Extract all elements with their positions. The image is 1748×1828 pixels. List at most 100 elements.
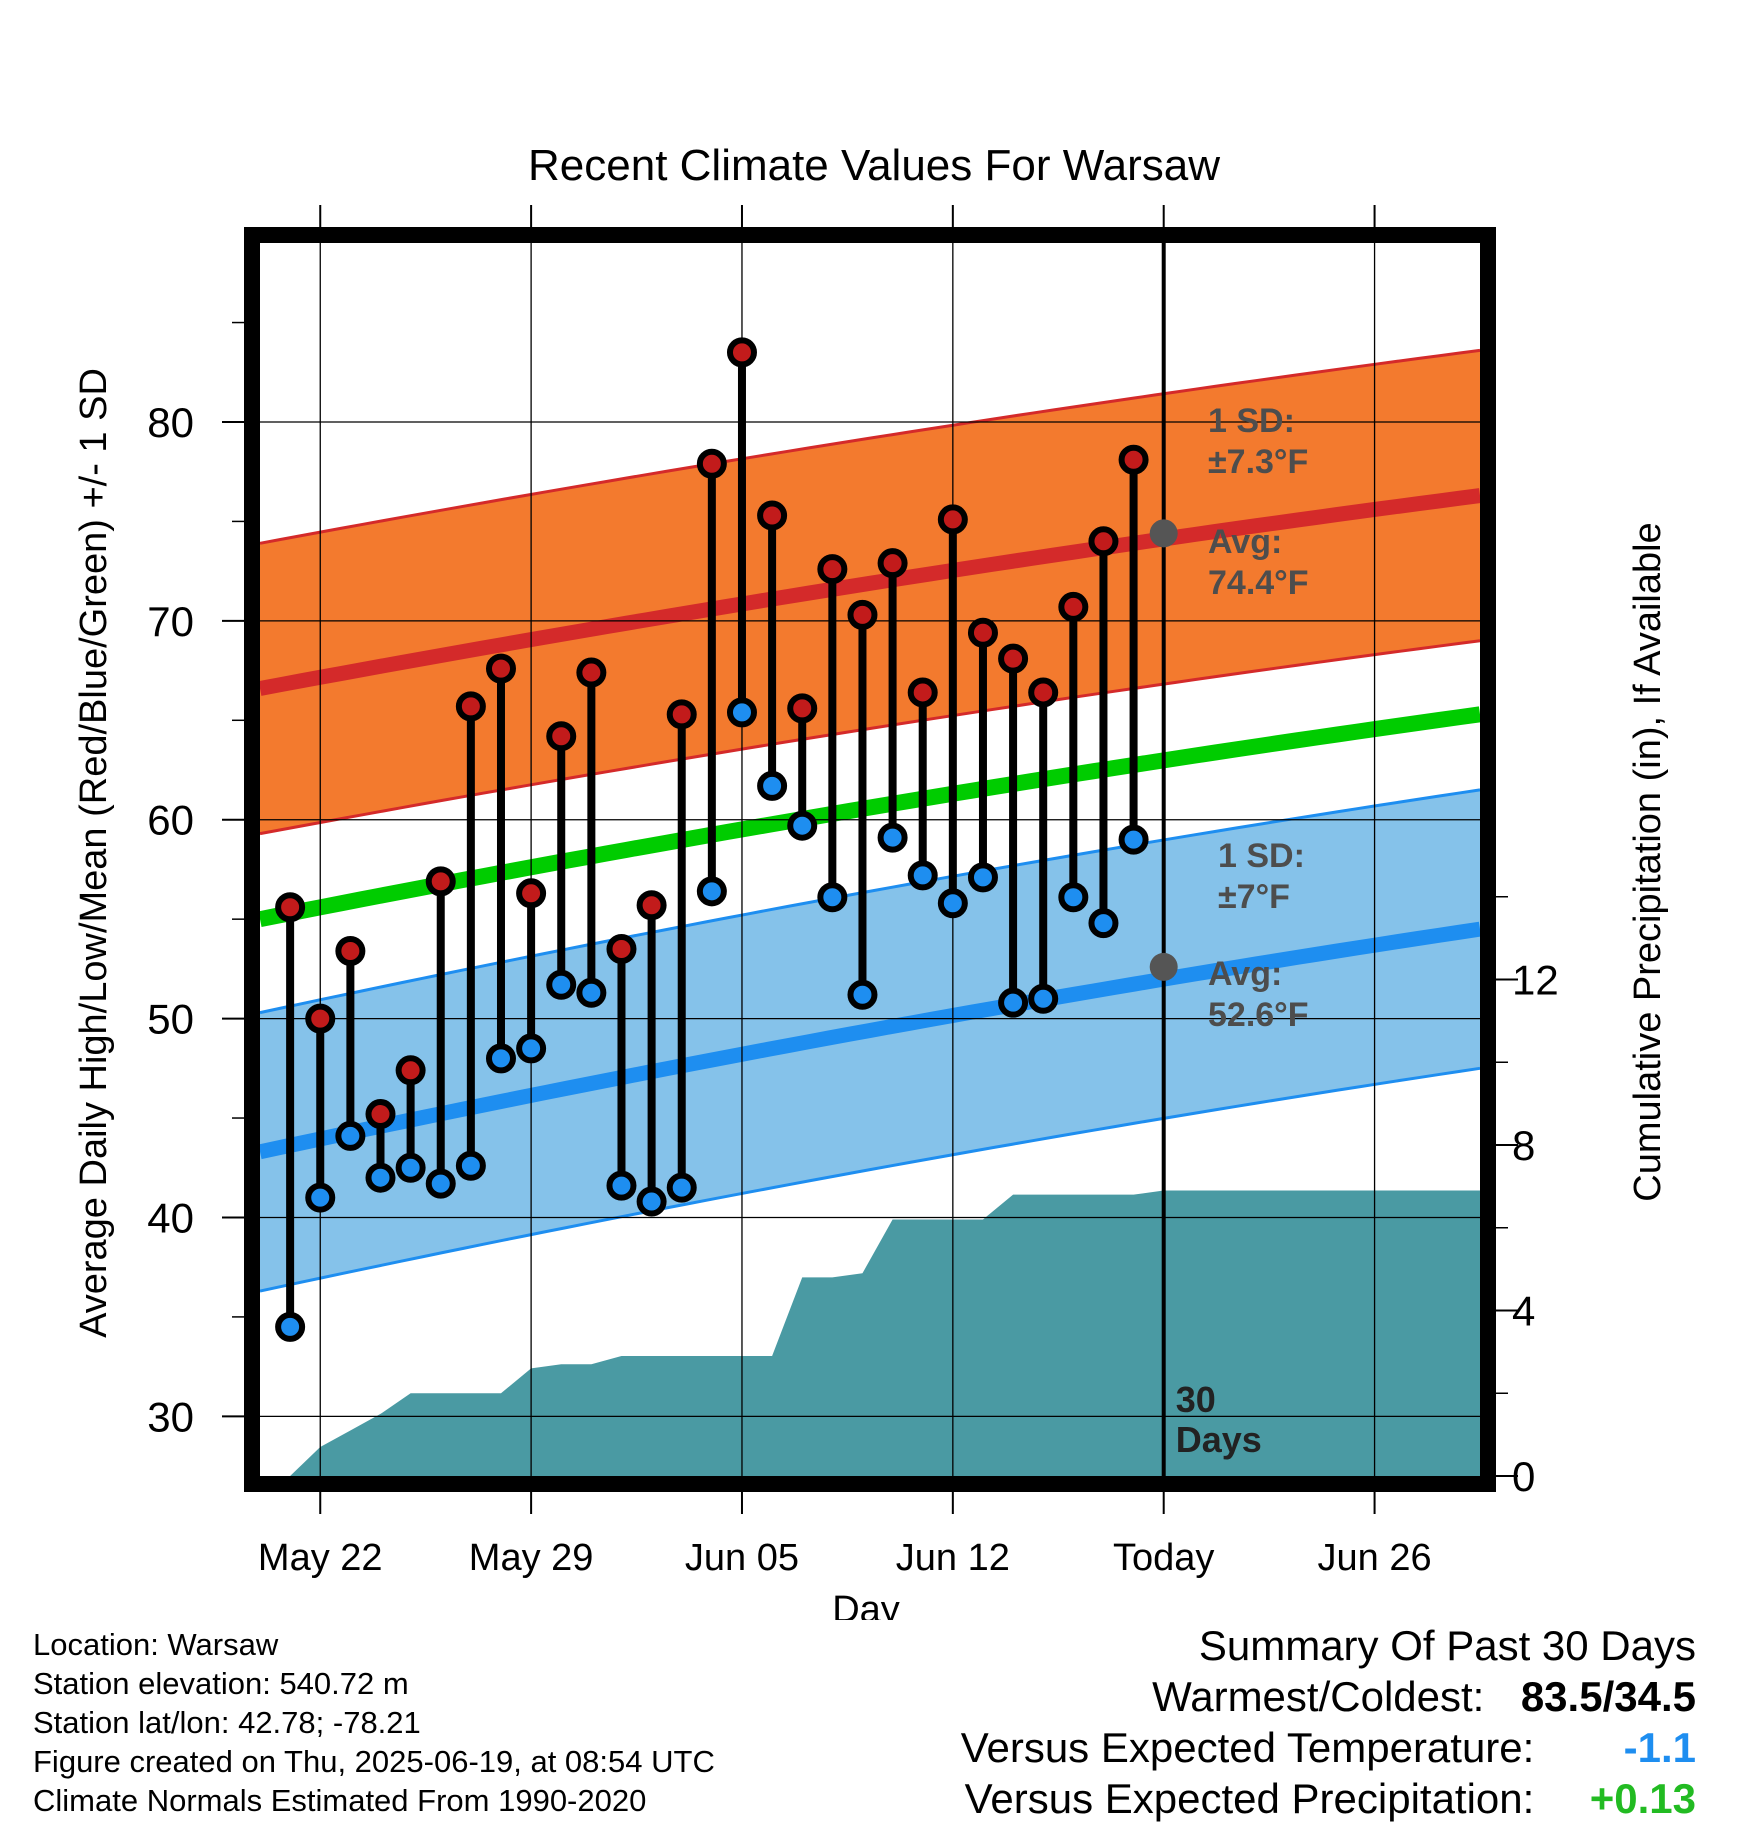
low-point [967, 862, 998, 893]
high-point [455, 691, 486, 722]
low-point [1088, 908, 1119, 939]
low-point [576, 977, 607, 1008]
high-point [666, 699, 697, 730]
low-point [907, 860, 938, 891]
created-text: Figure created on Thu, 2025-06-19, at 08… [33, 1744, 715, 1779]
low-point [817, 882, 848, 913]
high-point [516, 878, 547, 909]
top-ticks [319, 205, 1376, 227]
y2-tick-label: 12 [1512, 956, 1559, 1003]
high-point [395, 1055, 426, 1086]
high-point [696, 448, 727, 479]
warm-cold-label: Warmest/Coldest: [1152, 1673, 1485, 1720]
chart-title: Recent Climate Values For Warsaw [528, 141, 1220, 190]
y-tick-label: 60 [147, 797, 194, 844]
summary-title: Summary Of Past 30 Days [1198, 1622, 1696, 1669]
low-avg-marker [1149, 952, 1178, 981]
station-info: Location: Warsaw Station elevation: 540.… [33, 1625, 715, 1820]
high-point [606, 933, 637, 964]
x-tick-label: May 22 [258, 1537, 383, 1579]
x-tick-label: Jun 12 [896, 1537, 1010, 1579]
low-point [425, 1168, 456, 1199]
high-point [847, 599, 878, 630]
high-point [817, 554, 848, 585]
temp-value: -1.1 [1623, 1724, 1696, 1771]
high-point [335, 935, 366, 966]
high-point [726, 337, 757, 368]
annotation-line1: 1 SD: [1208, 402, 1295, 440]
annotation-line1: Avg: [1208, 523, 1282, 561]
high-point [275, 892, 306, 923]
low-point [275, 1311, 306, 1342]
y-tick-label: 40 [147, 1194, 194, 1241]
normal-high-line [258, 488, 1481, 696]
high-point [576, 657, 607, 688]
normal-mean-line [258, 706, 1482, 928]
high-point [1058, 591, 1089, 622]
y2-tick-label: 4 [1512, 1287, 1535, 1334]
low-point [485, 1043, 516, 1074]
summary-panel: Summary Of Past 30 Days Warmest/Coldest:… [961, 1620, 1696, 1824]
low-point [726, 697, 757, 728]
x-tick-label: May 29 [469, 1537, 594, 1579]
low-point [365, 1162, 396, 1193]
high-point [907, 677, 938, 708]
low-point [998, 987, 1029, 1018]
x-tick-label: Jun 05 [685, 1537, 799, 1579]
high-avg-marker [1149, 519, 1178, 548]
high-point [757, 500, 788, 531]
temp-label: Versus Expected Temperature: [960, 1724, 1535, 1771]
annotation-line2: 74.4°F [1208, 564, 1309, 602]
low-point [696, 876, 727, 907]
low-point [847, 979, 878, 1010]
y-axis-label: Average Daily High/Low/Mean (Red/Blue/Gr… [73, 368, 115, 1338]
precipitation-area-fill [290, 1190, 1481, 1476]
plot-border [244, 227, 1496, 1492]
low-point [1028, 983, 1059, 1014]
low-point [877, 822, 908, 853]
normal-high-upper-sd-line [259, 348, 1481, 545]
low-point [455, 1150, 486, 1181]
normal-high-band [260, 350, 1480, 834]
high-point [877, 548, 908, 579]
axes: May 22 May 29 Jun 05 Jun 12 Today Jun 26 30 40 5… [147, 321, 1559, 1579]
normal-bands [258, 348, 1482, 1293]
x-tick-label: Jun 26 [1318, 1537, 1432, 1579]
low-point [395, 1152, 426, 1183]
normal-low-band [260, 789, 1480, 1292]
precipitation-area [290, 1190, 1481, 1476]
daily-points [275, 337, 1149, 1342]
x-axis-label: Day [832, 1589, 900, 1620]
y2-tick-label: 8 [1512, 1122, 1535, 1169]
normal-high-lower-sd-line [259, 639, 1481, 836]
elevation-text: Station elevation: 540.72 m [33, 1666, 409, 1701]
y-tick-label: 70 [147, 598, 194, 645]
y2-axis-label: Cumulative Precipitation (in), If Availa… [1627, 522, 1669, 1201]
high-point [998, 643, 1029, 674]
today-days-label: Days [1176, 1419, 1262, 1460]
high-point [365, 1099, 396, 1130]
normals-text: Climate Normals Estimated From 1990-2020 [33, 1783, 647, 1818]
y-tick-label: 30 [147, 1393, 194, 1440]
low-point [606, 1170, 637, 1201]
annotation-line2: ±7°F [1218, 878, 1290, 916]
gridlines [260, 243, 1480, 1476]
annotation-line2: 52.6°F [1208, 996, 1309, 1034]
normal-low-upper-sd-line [259, 788, 1481, 1015]
high-point [305, 1003, 336, 1034]
annotation-line1: 1 SD: [1218, 837, 1305, 875]
location-text: Location: Warsaw [33, 1627, 279, 1662]
annotation-line2: ±7.3°F [1208, 443, 1308, 481]
low-point [1118, 824, 1149, 855]
low-point [1058, 882, 1089, 913]
low-point [335, 1120, 366, 1151]
plot-frame [244, 227, 1496, 1492]
high-point [1118, 444, 1149, 475]
latlon-text: Station lat/lon: 42.78; -78.21 [33, 1705, 421, 1740]
high-point [1028, 677, 1059, 708]
x-tick-label: Today [1113, 1537, 1214, 1579]
high-point [425, 866, 456, 897]
daily-range-stems [286, 352, 1138, 1327]
